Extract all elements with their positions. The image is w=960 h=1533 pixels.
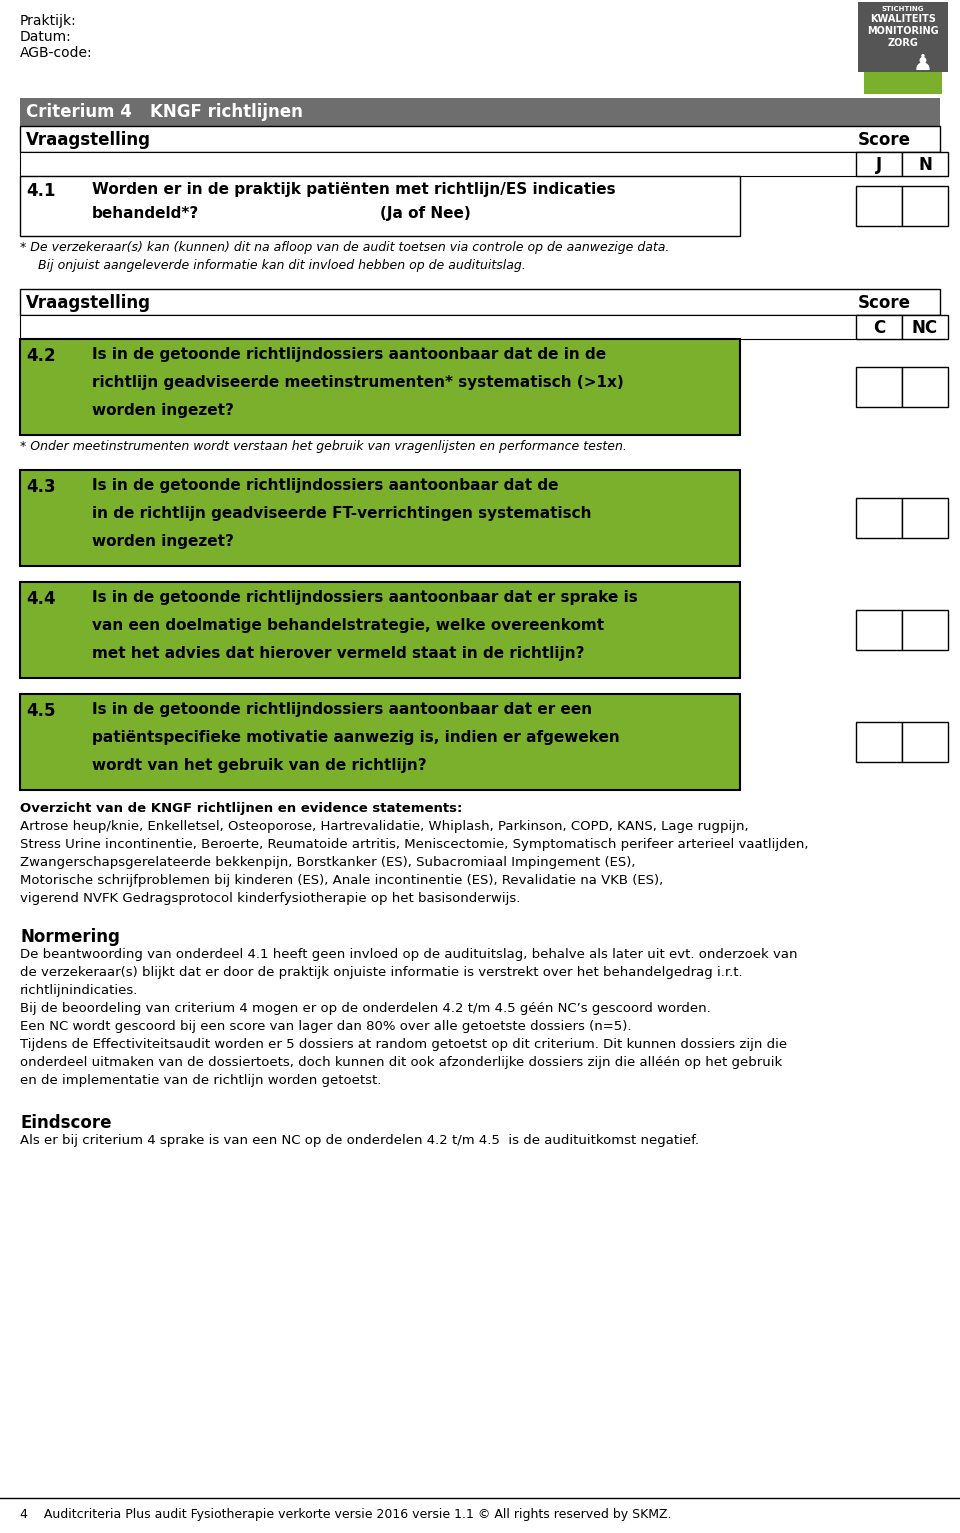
Text: AGB-code:: AGB-code:: [20, 46, 92, 60]
Text: Als er bij criterium 4 sprake is van een NC op de onderdelen 4.2 t/m 4.5  is de : Als er bij criterium 4 sprake is van een…: [20, 1134, 699, 1147]
Text: Overzicht van de KNGF richtlijnen en evidence statements:: Overzicht van de KNGF richtlijnen en evi…: [20, 802, 463, 816]
Bar: [20, 583, 740, 678]
Text: en de implementatie van de richtlijn worden getoetst.: en de implementatie van de richtlijn wor…: [20, 1075, 381, 1087]
Bar: [858, 2, 948, 72]
Bar: [856, 152, 902, 176]
Text: * Onder meetinstrumenten wordt verstaan het gebruik van vragenlijsten en perform: * Onder meetinstrumenten wordt verstaan …: [20, 440, 627, 452]
Text: MONITORING: MONITORING: [867, 26, 939, 35]
Bar: [902, 152, 948, 176]
Text: KNGF richtlijnen: KNGF richtlijnen: [150, 103, 302, 121]
Text: Bij de beoordeling van criterium 4 mogen er op de onderdelen 4.2 t/m 4.5 géén NC: Bij de beoordeling van criterium 4 mogen…: [20, 1003, 710, 1015]
Text: behandeld*?: behandeld*?: [92, 205, 200, 221]
Text: Bij onjuist aangeleverde informatie kan dit invloed hebben op de audituitslag.: Bij onjuist aangeleverde informatie kan …: [30, 259, 526, 271]
Bar: [20, 694, 740, 789]
Text: Eindscore: Eindscore: [20, 1114, 111, 1131]
Text: ♟: ♟: [913, 54, 933, 74]
Bar: [864, 72, 942, 94]
Bar: [856, 610, 902, 650]
Bar: [20, 314, 940, 339]
Text: Criterium 4: Criterium 4: [26, 103, 132, 121]
Text: Score: Score: [858, 294, 911, 313]
Text: Vraagstelling: Vraagstelling: [26, 130, 151, 149]
Text: patiëntspecifieke motivatie aanwezig is, indien er afgeweken: patiëntspecifieke motivatie aanwezig is,…: [92, 730, 620, 745]
Text: van een doelmatige behandelstrategie, welke overeenkomt: van een doelmatige behandelstrategie, we…: [92, 618, 604, 633]
Bar: [20, 152, 940, 176]
Text: KWALITEITS: KWALITEITS: [870, 14, 936, 25]
Text: worden ingezet?: worden ingezet?: [92, 533, 234, 549]
Text: Een NC wordt gescoord bij een score van lager dan 80% over alle getoetste dossie: Een NC wordt gescoord bij een score van …: [20, 1019, 632, 1033]
Text: worden ingezet?: worden ingezet?: [92, 403, 234, 419]
Text: Vraagstelling: Vraagstelling: [26, 294, 151, 313]
Bar: [902, 314, 948, 339]
Text: (Ja of Nee): (Ja of Nee): [380, 205, 470, 221]
Text: wordt van het gebruik van de richtlijn?: wordt van het gebruik van de richtlijn?: [92, 757, 426, 773]
Bar: [902, 610, 948, 650]
Text: 4.3: 4.3: [26, 478, 56, 497]
Text: vigerend NVFK Gedragsprotocol kinderfysiotherapie op het basisonderwijs.: vigerend NVFK Gedragsprotocol kinderfysi…: [20, 892, 520, 904]
Text: Praktijk:: Praktijk:: [20, 14, 77, 28]
Text: in de richtlijn geadviseerde FT-verrichtingen systematisch: in de richtlijn geadviseerde FT-verricht…: [92, 506, 591, 521]
Text: richtlijnindicaties.: richtlijnindicaties.: [20, 984, 138, 996]
Text: Is in de getoonde richtlijndossiers aantoonbaar dat de: Is in de getoonde richtlijndossiers aant…: [92, 478, 559, 494]
Bar: [902, 366, 948, 406]
Bar: [902, 722, 948, 762]
Text: 4.1: 4.1: [26, 182, 56, 199]
Text: Datum:: Datum:: [20, 31, 72, 44]
Text: richtlijn geadviseerde meetinstrumenten* systematisch (>1x): richtlijn geadviseerde meetinstrumenten*…: [92, 376, 624, 389]
Text: Score: Score: [858, 130, 911, 149]
Text: de verzekeraar(s) blijkt dat er door de praktijk onjuiste informatie is verstrek: de verzekeraar(s) blijkt dat er door de …: [20, 966, 743, 980]
Bar: [856, 366, 902, 406]
Text: ZORG: ZORG: [888, 38, 919, 48]
Text: 4.5: 4.5: [26, 702, 56, 721]
Text: 4.2: 4.2: [26, 346, 56, 365]
Text: STICHTING: STICHTING: [881, 6, 924, 12]
Bar: [902, 498, 948, 538]
Text: Is in de getoonde richtlijndossiers aantoonbaar dat er een: Is in de getoonde richtlijndossiers aant…: [92, 702, 592, 717]
Bar: [20, 176, 740, 236]
Text: C: C: [873, 319, 885, 337]
Bar: [20, 290, 940, 314]
Text: Tijdens de Effectiviteitsaudit worden er 5 dossiers at random getoetst op dit cr: Tijdens de Effectiviteitsaudit worden er…: [20, 1038, 787, 1052]
Text: 4.4: 4.4: [26, 590, 56, 609]
Text: De beantwoording van onderdeel 4.1 heeft geen invloed op de audituitslag, behalv: De beantwoording van onderdeel 4.1 heeft…: [20, 947, 798, 961]
Text: 4    Auditcriteria Plus audit Fysiotherapie verkorte versie 2016 versie 1.1 © Al: 4 Auditcriteria Plus audit Fysiotherapie…: [20, 1508, 671, 1521]
Text: Is in de getoonde richtlijndossiers aantoonbaar dat er sprake is: Is in de getoonde richtlijndossiers aant…: [92, 590, 637, 606]
Bar: [20, 98, 940, 126]
Text: Worden er in de praktijk patiënten met richtlijn/ES indicaties: Worden er in de praktijk patiënten met r…: [92, 182, 615, 198]
Text: onderdeel uitmaken van de dossiertoets, doch kunnen dit ook afzonderlijke dossie: onderdeel uitmaken van de dossiertoets, …: [20, 1056, 782, 1069]
Bar: [20, 471, 740, 566]
Bar: [856, 185, 902, 225]
Text: met het advies dat hierover vermeld staat in de richtlijn?: met het advies dat hierover vermeld staa…: [92, 645, 585, 661]
Text: Zwangerschapsgerelateerde bekkenpijn, Borstkanker (ES), Subacromiaal Impingement: Zwangerschapsgerelateerde bekkenpijn, Bo…: [20, 855, 636, 869]
Text: NC: NC: [912, 319, 938, 337]
Bar: [856, 314, 902, 339]
Bar: [856, 722, 902, 762]
Bar: [902, 185, 948, 225]
Text: * De verzekeraar(s) kan (kunnen) dit na afloop van de audit toetsen via controle: * De verzekeraar(s) kan (kunnen) dit na …: [20, 241, 669, 254]
Bar: [20, 126, 940, 152]
Text: Normering: Normering: [20, 927, 120, 946]
Bar: [20, 339, 740, 435]
Text: Stress Urine incontinentie, Beroerte, Reumatoide artritis, Meniscectomie, Sympto: Stress Urine incontinentie, Beroerte, Re…: [20, 839, 808, 851]
Text: Artrose heup/knie, Enkelletsel, Osteoporose, Hartrevalidatie, Whiplash, Parkinso: Artrose heup/knie, Enkelletsel, Osteopor…: [20, 820, 749, 832]
Text: Is in de getoonde richtlijndossiers aantoonbaar dat de in de: Is in de getoonde richtlijndossiers aant…: [92, 346, 606, 362]
Bar: [856, 498, 902, 538]
Text: N: N: [918, 156, 932, 175]
Text: Motorische schrijfproblemen bij kinderen (ES), Anale incontinentie (ES), Revalid: Motorische schrijfproblemen bij kinderen…: [20, 874, 663, 888]
Text: J: J: [876, 156, 882, 175]
